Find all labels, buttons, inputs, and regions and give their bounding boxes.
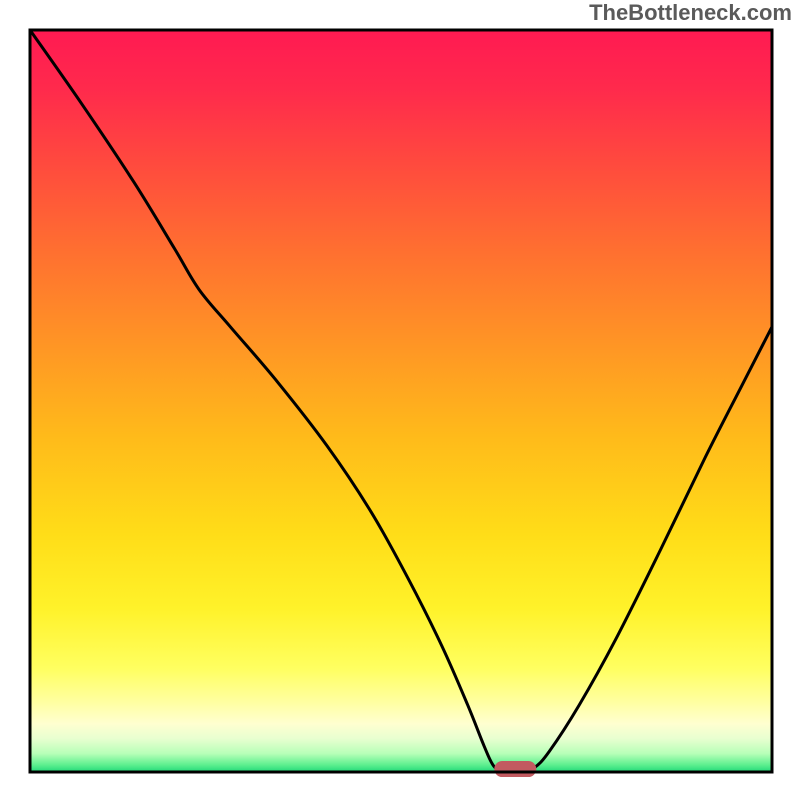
watermark-text: TheBottleneck.com (589, 0, 792, 26)
optimal-marker (494, 761, 536, 777)
chart-svg (0, 0, 800, 800)
chart-container: TheBottleneck.com (0, 0, 800, 800)
plot-background (30, 30, 772, 772)
